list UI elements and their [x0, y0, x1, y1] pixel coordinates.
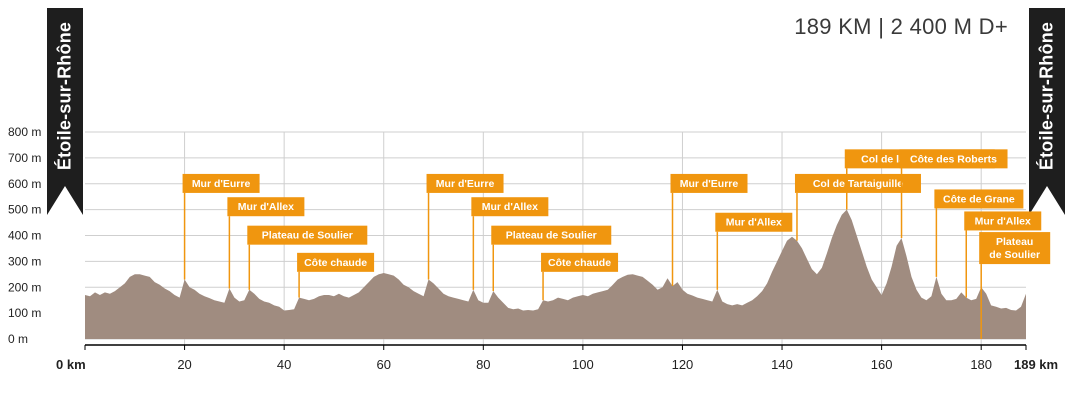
x-tick-label: 160	[871, 357, 893, 372]
annotation-layer: Mur d'Eurre Mur d'Allex Plateau de Soulier…	[182, 149, 1051, 339]
annotation-box	[426, 173, 504, 193]
x-tick-label: 180	[970, 357, 992, 372]
y-tick-label: 0 m	[8, 332, 28, 346]
x-tick-label: 0 km	[56, 357, 86, 372]
x-tick-label: 189 km	[1014, 357, 1058, 372]
annotation-box	[541, 252, 619, 272]
annotation-box	[715, 212, 793, 232]
finish-town-banner: Étoile-sur-Rhône	[1029, 8, 1065, 215]
banner-shape	[47, 8, 83, 215]
y-tick-label: 400 m	[8, 229, 41, 243]
x-tick-label: 120	[672, 357, 694, 372]
annotation-box	[491, 225, 612, 245]
climb-label: Plateau	[996, 236, 1033, 248]
banner-shape	[1029, 8, 1065, 215]
annotation-box	[471, 197, 549, 217]
route-summary: 189 KM | 2 400 M D+	[794, 14, 1008, 39]
annotation-box	[794, 173, 921, 193]
axis-layer: 0 m 100 m 200 m 300 m 400 m 500 m 600 m 700 m 80…	[8, 125, 1058, 372]
annotation-box	[227, 197, 305, 217]
climb-label: Mur d'Allex	[975, 215, 1031, 227]
climb-label: Côte chaude	[304, 257, 367, 269]
climb-label: Côte chaude	[548, 257, 611, 269]
climb-label: Côte de Grane	[943, 193, 1015, 205]
annotation-box	[182, 173, 260, 193]
x-tick-label: 60	[376, 357, 390, 372]
climb-label: Mur d'Eurre	[680, 178, 739, 190]
climb-label: Mur d'Eurre	[192, 178, 251, 190]
climb-label: Mur d'Allex	[726, 217, 782, 229]
x-tick-label: 140	[771, 357, 793, 372]
annotation-box	[899, 149, 1008, 169]
climb-label: Mur d'Eurre	[436, 178, 495, 190]
y-tick-label: 200 m	[8, 280, 41, 294]
y-tick-label: 300 m	[8, 254, 41, 268]
climb-label: Mur d'Allex	[238, 201, 294, 213]
climb-label: Plateau de Soulier	[262, 230, 353, 242]
annotation-box	[297, 252, 375, 272]
profile-layer	[85, 209, 1026, 339]
annotation-box	[964, 211, 1042, 231]
annotation-box	[979, 232, 1051, 265]
climb-label: Col de Tartaiguille	[813, 178, 903, 190]
annotation-box	[934, 189, 1024, 209]
y-tick-label: 800 m	[8, 125, 41, 139]
start-town-banner: Étoile-sur-Rhône	[47, 8, 83, 215]
x-tick-label: 100	[572, 357, 594, 372]
annotation-box	[247, 225, 368, 245]
x-tick-label: 40	[277, 357, 291, 372]
elevation-area	[85, 209, 1026, 339]
climb-label: de Soulier	[989, 249, 1040, 261]
y-tick-label: 700 m	[8, 151, 41, 165]
x-tick-label: 80	[476, 357, 490, 372]
x-tick-label: 20	[177, 357, 191, 372]
y-tick-label: 100 m	[8, 306, 41, 320]
climb-label: Côte des Roberts	[910, 153, 997, 165]
y-tick-label: 600 m	[8, 177, 41, 191]
climb-label: Plateau de Soulier	[506, 230, 597, 242]
y-tick-label: 500 m	[8, 203, 41, 217]
annotation-box	[670, 173, 748, 193]
climb-label: Mur d'Allex	[482, 201, 538, 213]
